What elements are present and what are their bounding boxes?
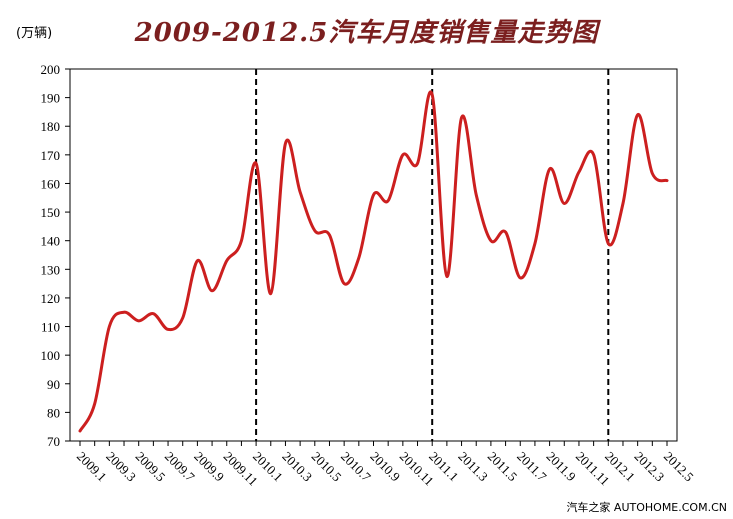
y-tick-label: 200 [41,62,61,77]
x-tick-label: 2009.1 [74,449,110,485]
y-tick-label: 90 [47,377,60,392]
x-tick-label: 2012.5 [661,449,697,485]
x-tick-label: 2011.5 [485,449,521,485]
x-tick-label: 2010.9 [367,449,403,485]
y-tick-label: 120 [41,291,61,306]
series-group [78,90,669,433]
chart-title: 2009-2012.5汽车月度销售量走势图 [134,18,599,48]
y-tick-label: 150 [41,205,61,220]
x-tick-label: 2009.3 [103,449,139,485]
sales-series-line [78,90,669,433]
x-tick-label: 2012.3 [632,449,668,485]
x-tick-label: 2009.7 [162,449,198,485]
y-tick-label: 160 [41,176,61,191]
y-tick-label: 180 [41,119,61,134]
y-tick-label: 70 [47,434,60,449]
x-tick-label: 2010.7 [338,449,374,485]
y-tick-label: 100 [41,348,61,363]
y-tick-label: 80 [47,405,60,420]
y-tick-label: 130 [41,262,61,277]
y-axis: 70 80 90 100 110 120 130 140 150 160 170 180 190 200 [41,62,70,449]
y-tick-label: 110 [41,320,60,335]
watermark-text: 汽车之家 AUTOHOME.COM.CN [566,501,727,514]
x-tick-label: 2011.3 [455,449,491,485]
y-tick-label: 190 [41,91,61,106]
x-tick-label: 2011.9 [543,449,579,485]
year-dividers [255,69,610,441]
x-tick-label: 2010.3 [279,449,315,485]
y-tick-label: 170 [41,148,61,163]
y-tick-label: 140 [41,234,61,249]
plot-frame [69,68,678,442]
x-tick-label: 2010.5 [309,449,345,485]
x-tick-label: 2009.9 [191,449,227,485]
y-axis-unit-label: (万辆) [16,26,53,41]
x-axis: 2009.12009.32009.52009.72009.92009.11201… [74,441,697,489]
x-tick-label: 2009.5 [133,449,169,485]
x-tick-label: 2011.7 [514,449,550,485]
